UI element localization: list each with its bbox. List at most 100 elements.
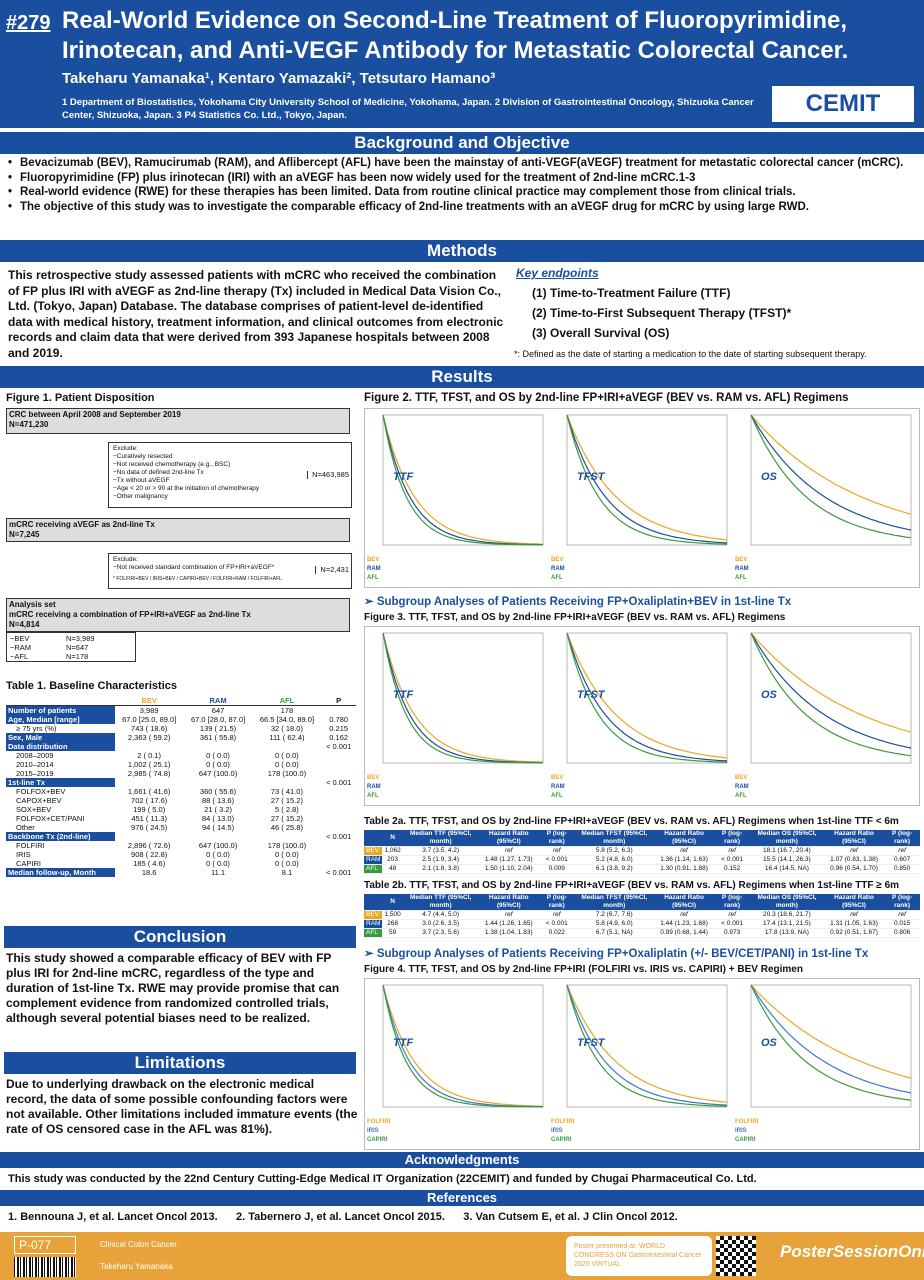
fig3-title: Figure 3. TTF, TFST, and OS by 2nd-line … [364, 612, 786, 623]
table-cell: ref [538, 846, 575, 856]
table2b-title: Table 2b. TTF, TFST, and OS by 2nd-line … [364, 880, 900, 891]
subgroup1-heading: ➢ Subgroup Analyses of Patients Receivin… [364, 596, 792, 608]
table-cell: 0.806 [884, 928, 920, 938]
table-cell: 178 [280, 706, 294, 715]
table-cell: 1.48 (1.27, 1.73) [478, 855, 539, 865]
table-row: RAM 268 3.0 (2.6, 3.5) 1.44 (1.26, 1.65) < 0… [364, 919, 920, 929]
fig4-title: Figure 4. TTF, TFST, and OS by 2nd-line … [364, 964, 803, 975]
col-header: N [382, 894, 403, 911]
table2a-title: Table 2a. TTF, TFST, and OS by 2nd-line … [364, 816, 899, 827]
table-row: FOLFOX+CET/PANI 451 ( 11.3) 84 ( 13.0) 27 (… [6, 814, 356, 823]
table-cell: ref [653, 910, 715, 920]
key-endpoints: Key endpoints (1) Time-to-Treatment Fail… [514, 266, 916, 359]
table-cell: 59 [382, 928, 403, 938]
risk-group-label: IRIS [735, 1128, 747, 1134]
table-header: N Median TTF (95%CI, month) Hazard Ratio (… [364, 830, 920, 847]
table-cell: FOLFOX+BEV [16, 787, 66, 796]
bullet: Fluoropyrimidine (FP) plus irinotecan (I… [6, 171, 920, 186]
plot-frame [566, 414, 728, 546]
table-cell: 1.50 (1.10, 2.04) [478, 864, 539, 874]
risk-group-label: BEV [735, 775, 747, 781]
table-cell: IRIS [16, 850, 31, 859]
table-cell: 2.5 (1.9, 3.4) [402, 855, 479, 865]
table-cell: 1,062 [382, 846, 403, 856]
km-curve [382, 414, 544, 545]
table-cell: 2.1 (1.8, 3.8) [402, 864, 479, 874]
table-cell: 0 ( 0.0) [275, 850, 299, 859]
panel-label: OS [761, 471, 778, 483]
table-cell: 27 ( 15.2) [270, 796, 303, 805]
km-curve [750, 632, 912, 733]
risk-group-label: AFL [551, 793, 563, 799]
table-row: 2010–2014 1,002 ( 25.1) 0 ( 0.0) 0 ( 0.0) [6, 760, 356, 769]
table-cell: 0 ( 0.0) [275, 760, 299, 769]
table-row: ≥ 75 yrs (%) 743 ( 18.6) 139 ( 21.5) 32 ( 1… [6, 724, 356, 733]
table-cell: 0.607 [884, 855, 920, 865]
poster-number: #279 [6, 12, 51, 34]
table-cell: 0.009 [538, 864, 575, 874]
refs-text: 1. Bennouna J, et al. Lancet Oncol 2013.… [8, 1211, 678, 1223]
plot-frame [382, 632, 544, 764]
table1-title: Table 1. Baseline Characteristics [6, 680, 177, 692]
table-cell: 94 ( 14.5) [201, 823, 235, 832]
table-cell: 3,989 [139, 706, 159, 715]
excl-line: −Other malignancy [113, 493, 168, 500]
risk-group-label: FOLFIRI [367, 1119, 391, 1125]
risk-group-label: AFL [551, 575, 563, 581]
box-n: N=4,814 [9, 620, 40, 629]
footer-author: Takeharu Yamanaka [100, 1262, 173, 1271]
table-cell: 15.5 (14.1, 26.3) [749, 855, 824, 865]
table-row: Age, Median [range] 67.0 [25.0, 89.0] 67.0… [6, 715, 356, 724]
table-cell: < 0.001 [714, 855, 750, 865]
col-header: Hazard Ratio (95%CI) [653, 894, 715, 911]
endpoint-note: *: Defined as the date of starting a med… [514, 349, 867, 359]
table-cell [321, 841, 356, 850]
arm-row: −AFL N=178 [10, 652, 132, 661]
risk-group-label: RAM [735, 784, 749, 790]
disposition-box-crc: CRC between April 2008 and September 201… [6, 408, 350, 434]
col-header: P (log-rank) [538, 830, 575, 847]
table-cell: 647 [211, 706, 225, 715]
plot-frame [750, 984, 912, 1108]
plot-frame [382, 984, 544, 1108]
postersessiononline-logo[interactable]: PosterSessionOnline [780, 1242, 924, 1261]
qr-code[interactable] [716, 1236, 756, 1276]
table-cell: Age, Median [range] [6, 715, 115, 724]
table-cell: 32 ( 18.0) [270, 724, 303, 733]
table-cell: 451 ( 11.3) [131, 814, 168, 823]
arm-box: −BEV N=3,989 −RAM N=647 −AFL N=178 [6, 632, 136, 662]
table-cell: 20.3 (18.6, 21.7) [749, 910, 824, 920]
table-row: CAPIRI 185 ( 4.6) 0 ( 0.0) 0 ( 0.0) [6, 859, 356, 868]
km-curve [382, 984, 544, 1107]
km-curve [750, 632, 912, 749]
fig2-title: Figure 2. TTF, TFST, and OS by 2nd-line … [364, 392, 849, 404]
table-row: Backbone Tx (2nd-line) < 0.001 [6, 832, 356, 841]
table-cell: < 0.001 [538, 919, 575, 929]
excl-line: Exclude: [113, 556, 138, 563]
ack-text: This study was conducted by the 22nd Cen… [8, 1173, 757, 1185]
table-cell: 2015–2019 [16, 769, 54, 778]
table-cell: 3.7 (2.3, 5.6) [402, 928, 479, 938]
col-header [6, 696, 115, 706]
table-cell: 6.7 (5.1, NA) [574, 928, 654, 938]
table-row: Data distribution < 0.001 [6, 742, 356, 751]
col-header: BEV [114, 696, 184, 706]
table-cell: 11.1 [211, 868, 226, 877]
table-cell: RAM [364, 855, 383, 865]
table-cell: ref [884, 846, 920, 856]
table-row: 2008–2009 2 ( 0.1) 0 ( 0.0) 0 ( 0.0) [6, 751, 356, 760]
km-curve [750, 632, 912, 757]
table-cell: 1st-line Tx [6, 778, 115, 787]
table-cell: 0.162 [329, 733, 349, 742]
km-curve [750, 984, 912, 1079]
table-cell: 1,002 ( 25.1) [127, 760, 171, 769]
km-curve [750, 414, 912, 539]
poster-id: P-077 [14, 1236, 76, 1254]
excl-footnote: * FOLFIRI+BEV / IRIS+BEV / CAPIRI+BEV / … [113, 576, 282, 582]
plot-frame [750, 414, 912, 546]
arm-row: −BEV N=3,989 [10, 634, 132, 643]
risk-group-label: BEV [367, 775, 379, 781]
km-curve [566, 984, 728, 1107]
table-cell: 1.44 (1.23, 1.68) [653, 919, 715, 929]
table-cell: 0.92 (0.51, 1.67) [823, 928, 885, 938]
